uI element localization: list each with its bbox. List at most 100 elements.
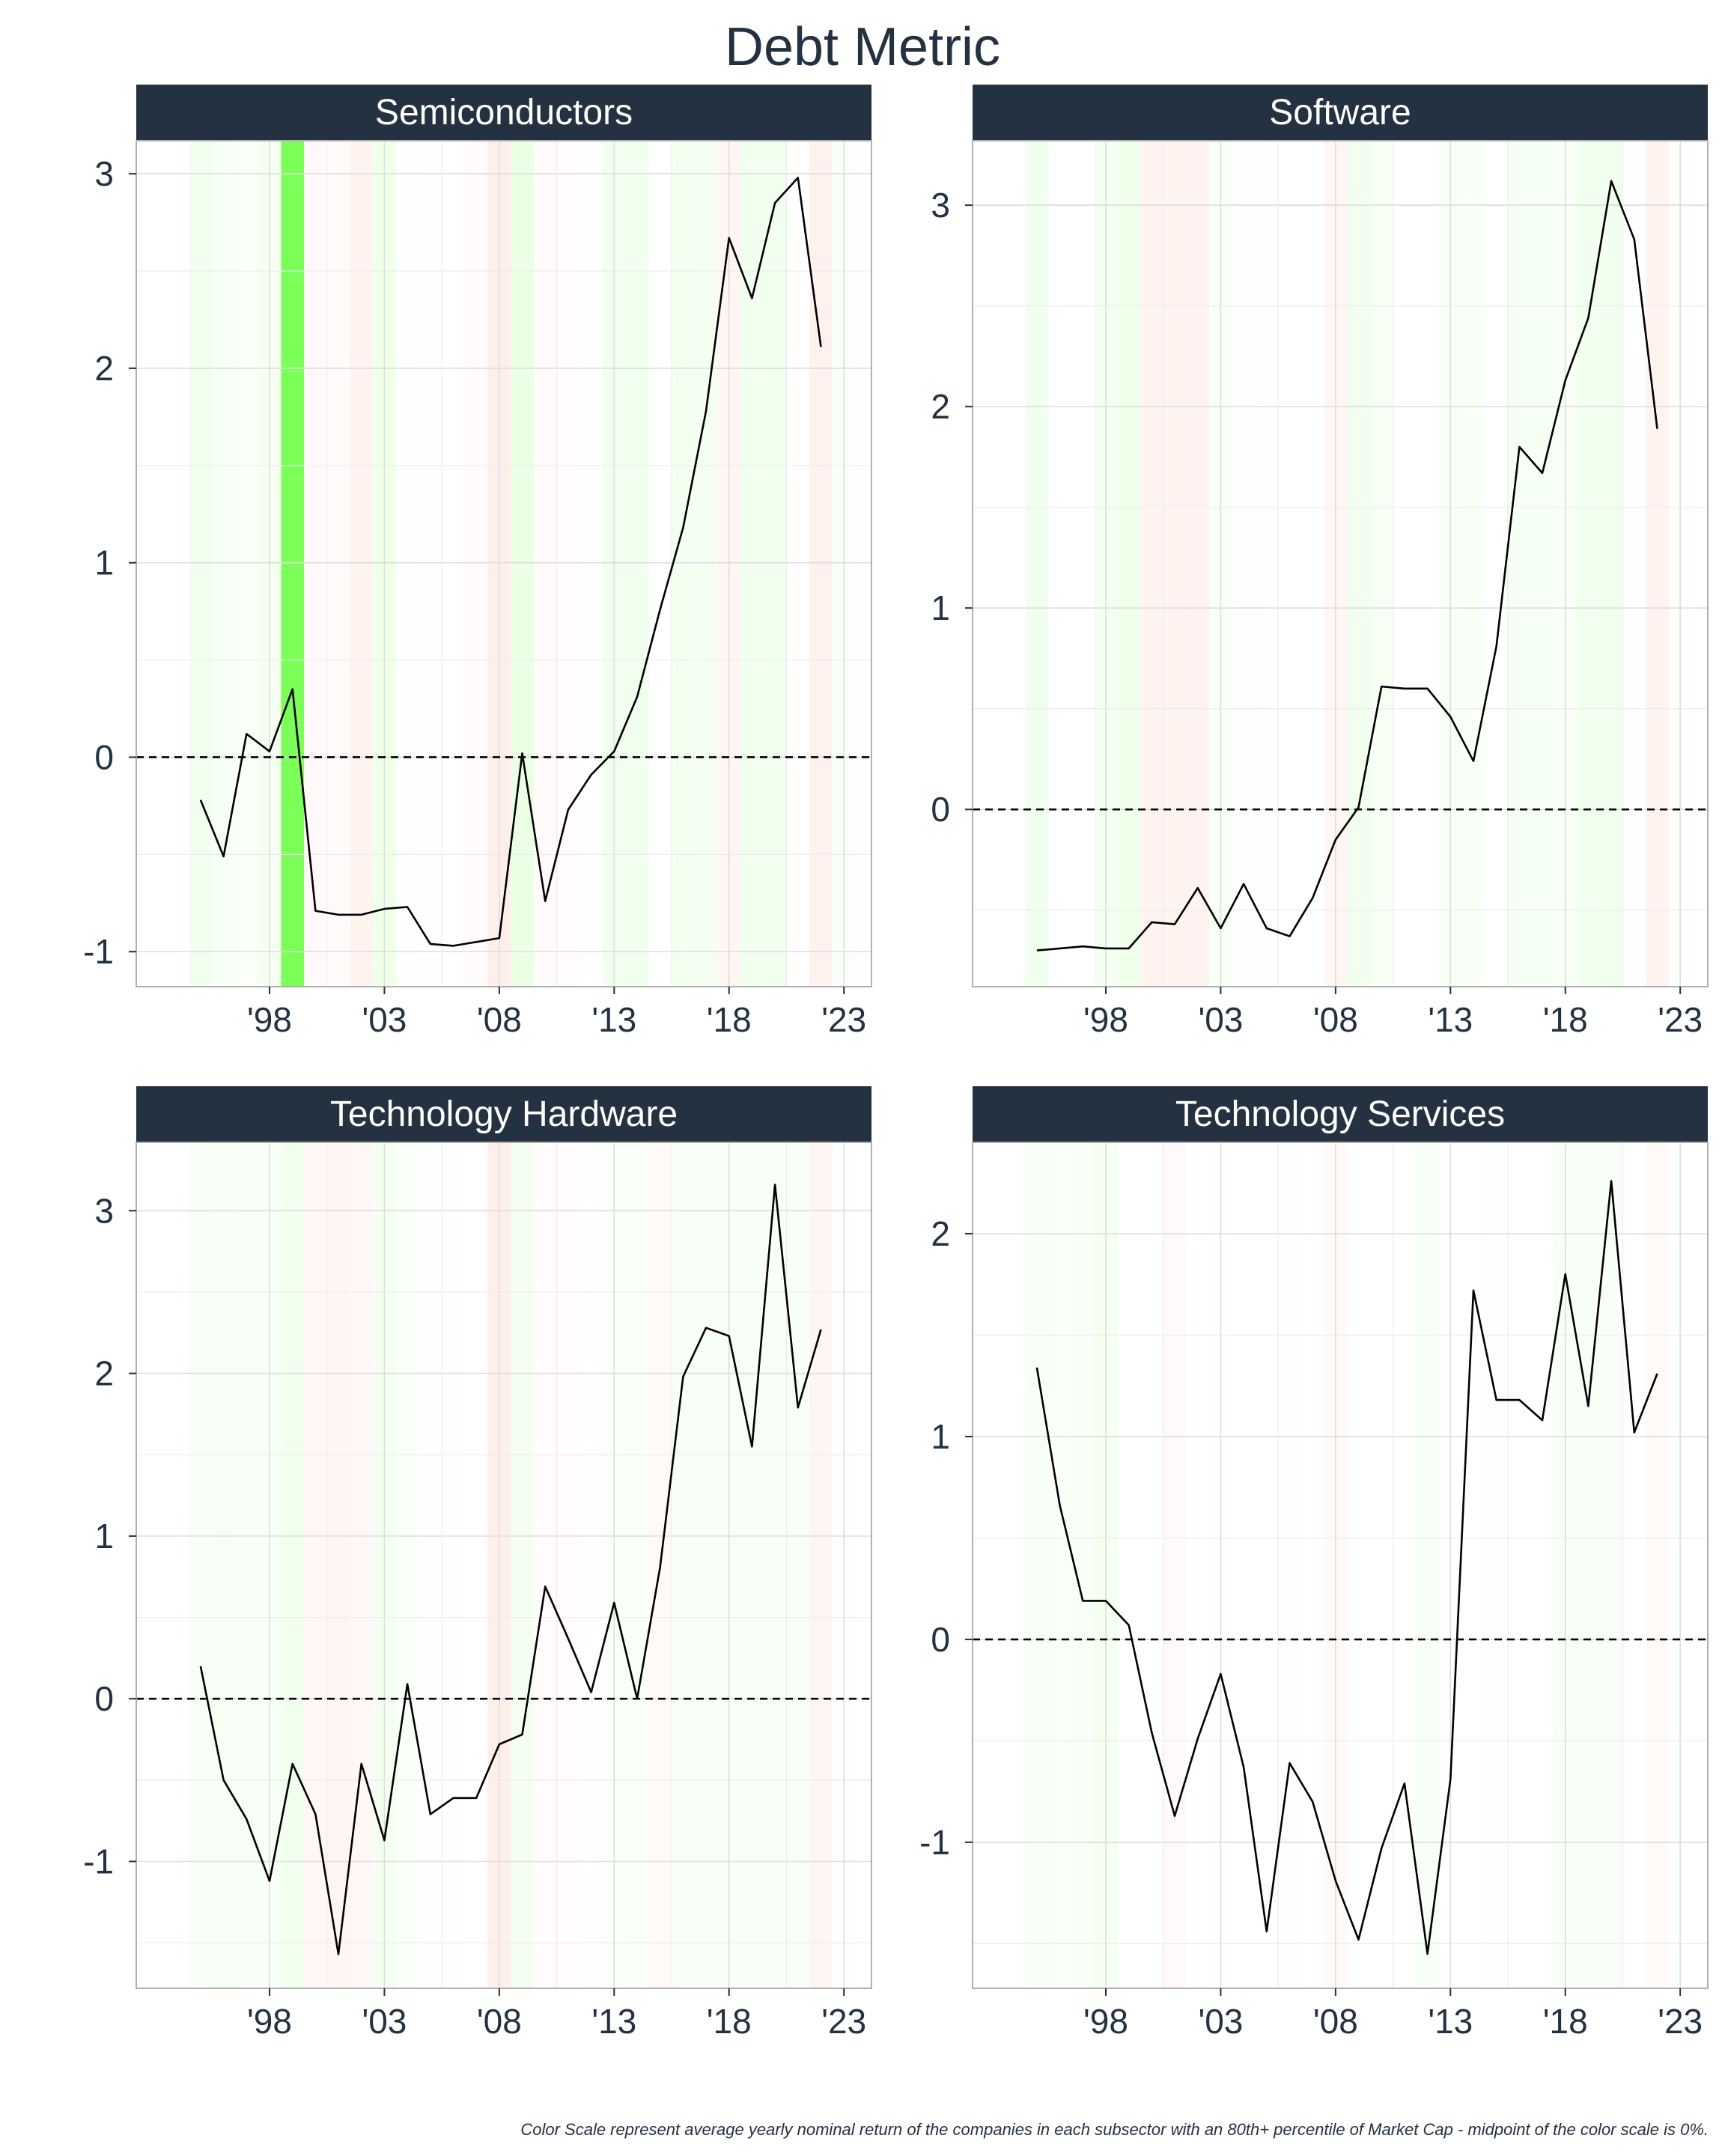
year-band — [533, 141, 557, 987]
panel-border — [136, 140, 872, 987]
year-band — [1232, 141, 1256, 987]
year-band — [533, 1142, 557, 1988]
return-bands — [1025, 141, 1692, 987]
y-axis: -1 0 1 2 3 — [83, 154, 136, 971]
y-tick-label: 2 — [94, 349, 114, 388]
year-band — [1186, 141, 1210, 987]
panel-border — [972, 140, 1709, 987]
y-tick-label: 0 — [931, 1620, 950, 1659]
year-band — [1461, 141, 1485, 987]
year-band — [350, 141, 374, 987]
year-band — [212, 1142, 235, 1988]
y-tick-label: 0 — [94, 1679, 114, 1718]
x-tick-label: '08 — [1313, 2002, 1358, 2041]
year-band — [1163, 1142, 1187, 1988]
y-tick-label: -1 — [83, 1842, 114, 1881]
panel-strip-title: Technology Hardware — [136, 1086, 871, 1142]
facet-plot: -1 0 1 2 3 '98 '03 '08 '13 '18 '23 — [83, 140, 872, 1039]
panel-border — [136, 1142, 872, 1989]
x-tick-label: '08 — [1313, 1000, 1358, 1039]
year-band — [511, 1142, 534, 1988]
series-line — [1035, 1180, 1658, 1955]
year-band — [281, 141, 305, 987]
y-tick-label: 0 — [931, 790, 950, 829]
return-bands — [189, 141, 856, 987]
chart-title: Debt Metric — [724, 17, 1001, 77]
x-axis: '98 '03 '08 '13 '18 '23 — [247, 1988, 866, 2041]
panel-strip-title: Semiconductors — [136, 85, 871, 141]
x-tick-label: '03 — [362, 2002, 407, 2041]
year-band — [672, 141, 695, 987]
x-tick-label: '03 — [1198, 2002, 1243, 2041]
x-tick-label: '23 — [1658, 2002, 1703, 2041]
gridlines — [136, 1142, 871, 1988]
year-band — [1369, 141, 1393, 987]
panel-border — [972, 1142, 1709, 1989]
year-band — [281, 1142, 305, 1988]
year-band — [1025, 141, 1049, 987]
data-points — [1036, 180, 1658, 951]
year-band — [1646, 1142, 1669, 1988]
year-band — [419, 1142, 442, 1988]
x-tick-label: '13 — [1428, 1000, 1473, 1039]
y-tick-label: 2 — [94, 1354, 114, 1393]
year-band — [419, 141, 442, 987]
x-tick-label: '98 — [1083, 2002, 1128, 2041]
year-band — [1117, 141, 1141, 987]
year-band — [189, 141, 213, 987]
year-band — [326, 1142, 350, 1988]
year-band — [1599, 141, 1623, 987]
x-tick-label: '98 — [247, 2002, 292, 2041]
year-band — [786, 1142, 810, 1988]
year-band — [556, 141, 580, 987]
year-band — [672, 1142, 695, 1988]
year-band — [395, 141, 419, 987]
panel-strip-title: Software — [973, 85, 1708, 141]
y-tick-label: 2 — [931, 1214, 950, 1253]
year-band — [1140, 141, 1163, 987]
year-band — [740, 1142, 764, 1988]
year-band — [1508, 141, 1531, 987]
y-tick-label: 0 — [94, 737, 114, 776]
year-band — [234, 1142, 258, 1988]
year-band — [1599, 1142, 1623, 1988]
year-band — [1163, 141, 1187, 987]
x-tick-label: '18 — [707, 2002, 752, 2041]
x-tick-label: '13 — [591, 2002, 636, 2041]
year-band — [304, 141, 327, 987]
return-bands — [1025, 1142, 1669, 1988]
year-band — [1278, 1142, 1301, 1988]
year-band — [1048, 1142, 1071, 1988]
x-tick-label: '23 — [821, 2002, 866, 2041]
y-tick-label: -1 — [83, 932, 114, 971]
year-band — [212, 141, 235, 987]
x-axis: '98 '03 '08 '13 '18 '23 — [247, 987, 866, 1039]
year-band — [326, 141, 350, 987]
year-band — [511, 141, 534, 987]
x-axis: '98 '03 '08 '13 '18 '23 — [1083, 987, 1703, 1039]
y-tick-label: 1 — [931, 1417, 950, 1456]
gridlines — [136, 141, 871, 987]
y-tick-label: 1 — [931, 588, 950, 627]
data-points — [1036, 1181, 1658, 1955]
year-band — [189, 1142, 213, 1988]
year-band — [694, 141, 718, 987]
gridlines — [973, 1142, 1708, 1988]
year-band — [1255, 141, 1279, 987]
x-tick-label: '18 — [707, 1000, 752, 1039]
data-points — [200, 1184, 821, 1955]
x-tick-label: '08 — [477, 1000, 522, 1039]
year-band — [763, 141, 787, 987]
year-band — [1416, 1142, 1439, 1988]
year-band — [304, 1142, 327, 1988]
year-band — [234, 141, 258, 987]
year-band — [1577, 1142, 1600, 1988]
y-axis: -1 0 1 2 — [919, 1214, 973, 1862]
year-band — [464, 141, 488, 987]
x-tick-label: '13 — [1428, 2002, 1473, 2041]
x-tick-label: '23 — [821, 1000, 866, 1039]
color-scale-caption: Color Scale represent average yearly nom… — [520, 2120, 1709, 2139]
year-band — [1646, 141, 1669, 987]
x-tick-label: '03 — [362, 1000, 407, 1039]
year-band — [809, 141, 833, 987]
